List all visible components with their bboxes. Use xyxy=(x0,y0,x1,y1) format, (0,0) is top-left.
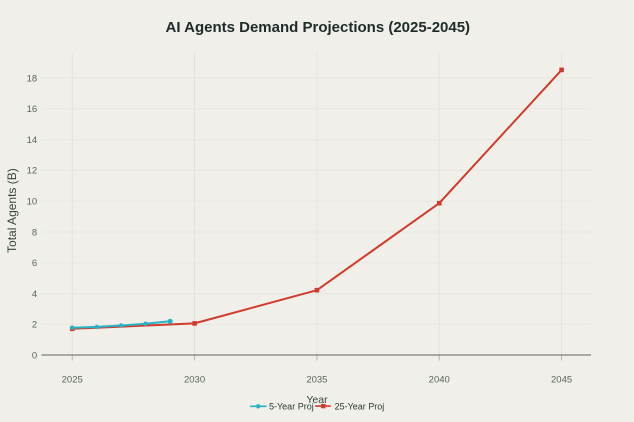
svg-text:Year: Year xyxy=(306,394,328,406)
svg-text:6: 6 xyxy=(32,258,37,269)
svg-text:2: 2 xyxy=(32,320,37,331)
svg-text:AI Agents Demand Projections (: AI Agents Demand Projections (2025-2045) xyxy=(166,19,471,36)
svg-text:2045: 2045 xyxy=(551,374,572,385)
svg-text:2040: 2040 xyxy=(429,374,450,385)
svg-text:14: 14 xyxy=(27,135,38,146)
svg-text:5-Year Proj: 5-Year Proj xyxy=(269,402,314,412)
svg-text:Total Agents (B): Total Agents (B) xyxy=(5,168,19,253)
svg-text:12: 12 xyxy=(27,166,38,177)
svg-text:2025: 2025 xyxy=(62,374,83,385)
svg-text:18: 18 xyxy=(27,73,38,84)
svg-text:10: 10 xyxy=(27,197,38,208)
svg-text:4: 4 xyxy=(32,289,37,300)
svg-text:2035: 2035 xyxy=(306,374,327,385)
svg-text:0: 0 xyxy=(32,350,37,361)
svg-text:2030: 2030 xyxy=(184,374,205,385)
svg-text:8: 8 xyxy=(32,227,37,238)
svg-text:16: 16 xyxy=(27,104,38,115)
svg-text:25-Year Proj: 25-Year Proj xyxy=(335,402,385,412)
